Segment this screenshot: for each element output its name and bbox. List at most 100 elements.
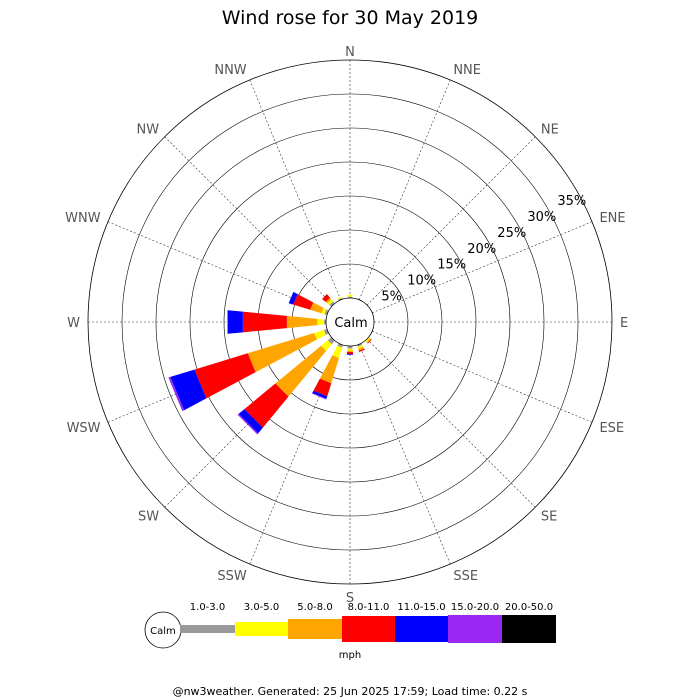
bar-wnw-3-0-5-0 <box>321 307 327 315</box>
direction-label-nne: NNE <box>453 63 481 78</box>
direction-labels: N NNE NE ENE E ESE SE SSE S SSW SW WSW W WNW NW NNW <box>65 45 628 606</box>
bar-sse-8-0-11-0 <box>358 348 365 353</box>
ring-label-30: 30% <box>527 210 556 225</box>
ring-label-25: 25% <box>497 226 526 241</box>
bar-s-5-0-8-0 <box>347 350 353 352</box>
ring-label-20: 20% <box>467 242 496 257</box>
bar-sse-1-0-3-0 <box>357 343 363 347</box>
bar-ssw-11-0-15-0 <box>312 390 328 399</box>
direction-label-e: E <box>620 316 628 331</box>
bar-ssw-15-0-20-0 <box>311 393 327 400</box>
spoke-sse <box>358 344 451 565</box>
ring-label-10: 10% <box>407 274 436 289</box>
bar-nw-3-0-5-0 <box>327 299 333 305</box>
bar-se-5-0-8-0 <box>366 338 372 344</box>
bar-nw-1-0-3-0 <box>329 301 335 307</box>
bar-sw-3-0-5-0 <box>320 340 332 352</box>
legend: Calm mph 1.0-3.0 3.0-5.0 5.0-8.0 8.0-11.0 11… <box>144 602 556 661</box>
bar-w-8-0-11-0 <box>242 311 287 333</box>
bar-wsw-3-0-5-0 <box>314 330 326 340</box>
bar-sw-8-0-11-0 <box>244 383 289 428</box>
legend-swatch-20-0-50-0 <box>502 615 556 643</box>
bar-sw-15-0-20-0 <box>237 413 259 435</box>
bar-se-3-0-5-0 <box>365 337 371 343</box>
bar-n-3-0-5-0 <box>347 294 353 297</box>
direction-label-ese: ESE <box>599 421 624 436</box>
calm-center: Calm <box>325 297 375 347</box>
calm-circle <box>325 297 375 347</box>
bar-s-8-0-11-0 <box>346 351 354 355</box>
bar-ssw-5-0-8-0 <box>319 355 340 384</box>
direction-label-sse: SSE <box>453 569 478 584</box>
spoke-ne <box>366 136 536 306</box>
wind-bars <box>168 291 372 435</box>
spoke-se <box>366 338 536 508</box>
bar-nnw-3-0-5-0 <box>337 296 343 300</box>
direction-label-w: W <box>67 316 80 331</box>
direction-label-nw: NW <box>136 122 159 137</box>
bar-nnw-1-0-3-0 <box>338 297 343 301</box>
bar-w-3-0-5-0 <box>317 318 325 326</box>
bar-ssw-3-0-5-0 <box>332 345 343 358</box>
legend-label-1-0-3-0: 1.0-3.0 <box>190 602 225 613</box>
direction-label-sw: SW <box>138 510 159 525</box>
legend-label-3-0-5-0: 3.0-5.0 <box>244 602 279 613</box>
bar-sse-3-0-5-0 <box>357 344 364 349</box>
legend-label-8-0-11-0: 8.0-11.0 <box>348 602 390 613</box>
bar-sw-5-0-8-0 <box>275 345 327 397</box>
bar-w-15-0-20-0 <box>227 310 228 334</box>
bar-wnw-8-0-11-0 <box>293 294 314 310</box>
legend-label-11-0-15-0: 11.0-15.0 <box>397 602 445 613</box>
legend-swatch-15-0-20-0 <box>448 615 502 643</box>
legend-swatch-3-0-5-0 <box>235 622 288 636</box>
direction-label-nnw: NNW <box>214 63 246 78</box>
bar-se-8-0-11-0 <box>367 339 372 344</box>
direction-label-s: S <box>346 591 354 606</box>
direction-label-ene: ENE <box>599 211 625 226</box>
bar-wsw-15-0-20-0 <box>168 376 185 412</box>
ring-label-35: 35% <box>557 194 586 209</box>
bar-w-5-0-8-0 <box>286 315 318 329</box>
legend-calm-label: Calm <box>150 626 176 637</box>
direction-label-se: SE <box>541 510 557 525</box>
legend-label-20-0-50-0: 20.0-50.0 <box>505 602 553 613</box>
chart-title: Wind rose for 30 May 2019 <box>222 7 479 29</box>
spoke-nnw <box>249 79 342 300</box>
direction-label-n: N <box>345 45 355 60</box>
bar-s-3-0-5-0 <box>347 348 353 351</box>
bar-wsw-5-0-8-0 <box>247 332 317 373</box>
bar-s-1-0-3-0 <box>347 345 353 349</box>
bar-w-1-0-3-0 <box>324 319 327 325</box>
legend-swatch-5-0-8-0 <box>288 619 342 639</box>
spoke-ene <box>372 221 593 314</box>
bar-ssw-8-0-11-0 <box>313 378 332 397</box>
bar-nw-8-0-11-0 <box>322 294 330 302</box>
bar-ssw-1-0-3-0 <box>337 343 343 348</box>
spoke-nw <box>164 136 334 306</box>
spoke-ese <box>372 330 593 423</box>
bar-sw-11-0-15-0 <box>238 409 263 434</box>
ring-label-15: 15% <box>437 258 466 273</box>
bar-wnw-5-0-8-0 <box>310 302 324 314</box>
polar-grid <box>87 59 613 585</box>
direction-label-ssw: SSW <box>217 569 247 584</box>
legend-units: mph <box>339 650 361 661</box>
direction-label-wsw: WSW <box>67 421 101 436</box>
direction-label-ne: NE <box>541 122 559 137</box>
legend-swatch-1-0-3-0 <box>180 625 235 633</box>
bar-nw-5-0-8-0 <box>325 297 332 304</box>
legend-label-15-0-20-0: 15.0-20.0 <box>451 602 499 613</box>
bar-wsw-8-0-11-0 <box>194 353 256 399</box>
bar-wnw-1-0-3-0 <box>324 309 329 315</box>
bar-w-11-0-15-0 <box>227 310 243 334</box>
bar-wnw-11-0-15-0 <box>288 291 298 305</box>
calm-label: Calm <box>334 316 367 331</box>
legend-swatch-8-0-11-0 <box>342 616 395 642</box>
legend-label-5-0-8-0: 5.0-8.0 <box>297 602 332 613</box>
bar-sse-5-0-8-0 <box>358 346 365 351</box>
bar-s-11-0-15-0 <box>346 354 354 355</box>
footer-text: @nw3weather. Generated: 25 Jun 2025 17:5… <box>173 685 528 698</box>
legend-swatch-11-0-15-0 <box>395 616 448 642</box>
